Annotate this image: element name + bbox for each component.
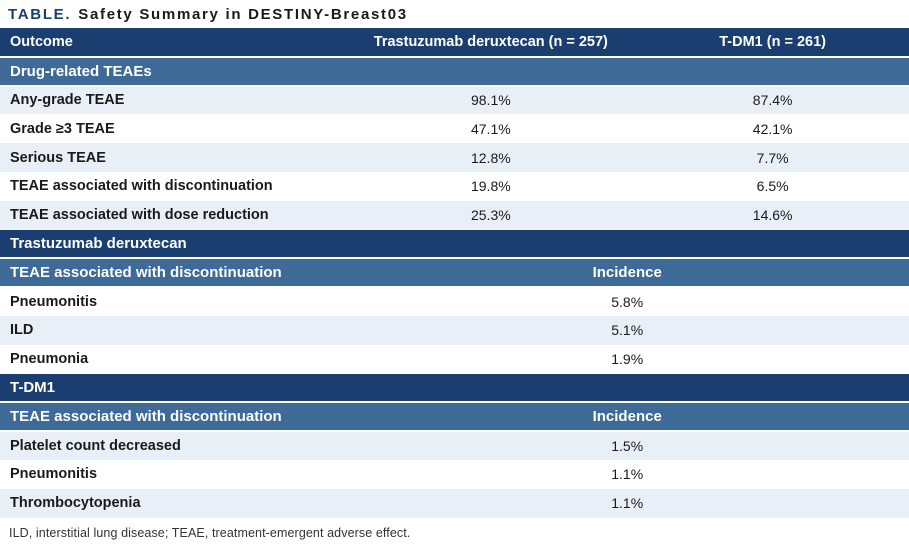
row-label: T-DM1 [0, 373, 909, 404]
subheader-td-discontinuation: TEAE associated with discontinuation Inci… [0, 258, 909, 289]
row-value: 87.4% [636, 85, 909, 115]
row-label: Pneumonitis [0, 459, 346, 489]
row-pneumonia: Pneumonia 1.9% [0, 344, 909, 374]
row-value: 12.8% [345, 143, 637, 172]
section-t-dm1: T-DM1 [0, 373, 909, 404]
row-label: Platelet count decreased [0, 431, 346, 460]
table-title-text: Safety Summary in DESTINY-Breast03 [78, 5, 408, 23]
column-header-row: Outcome Trastuzumab deruxtecan (n = 257)… [0, 28, 909, 58]
row-value: 47.1% [345, 114, 637, 144]
row-teae-dose-reduction: TEAE associated with dose reduction 25.3%… [0, 200, 909, 230]
row-pneumonitis-tdm1: Pneumonitis 1.1% [0, 459, 909, 489]
row-value: 1.1% [345, 459, 909, 489]
footnote: ILD, interstitial lung disease; TEAE, tr… [9, 525, 411, 540]
section-drug-related-teaes: Drug-related TEAEs [0, 56, 909, 87]
table-title-tag: TABLE. [8, 5, 72, 23]
row-value: 14.6% [636, 200, 909, 230]
row-value: 1.1% [345, 488, 909, 518]
row-label: TEAE associated with discontinuation [0, 258, 346, 289]
row-label: TEAE associated with discontinuation [0, 171, 346, 201]
row-ild: ILD 5.1% [0, 315, 909, 345]
row-value: 1.9% [345, 344, 909, 374]
column-header-trastuzumab-deruxtecan: Trastuzumab deruxtecan (n = 257) [345, 28, 637, 58]
safety-summary-table: Outcome Trastuzumab deruxtecan (n = 257)… [0, 28, 909, 518]
row-platelet-count-decreased: Platelet count decreased 1.5% [0, 431, 909, 460]
section-trastuzumab-deruxtecan: Trastuzumab deruxtecan [0, 229, 909, 260]
row-value: Incidence [345, 258, 909, 289]
row-value: 19.8% [345, 171, 637, 201]
row-label: Thrombocytopenia [0, 488, 346, 518]
row-label: Pneumonitis [0, 287, 346, 316]
row-value: 5.1% [345, 315, 909, 345]
row-serious-teae: Serious TEAE 12.8% 7.7% [0, 143, 909, 172]
row-label: Drug-related TEAEs [0, 56, 909, 87]
table-body: Drug-related TEAEs Any-grade TEAE 98.1% 87.… [0, 56, 909, 518]
row-label: Any-grade TEAE [0, 85, 346, 115]
row-thrombocytopenia: Thrombocytopenia 1.1% [0, 488, 909, 518]
row-value: 98.1% [345, 85, 637, 115]
row-label: Pneumonia [0, 344, 346, 374]
row-label: ILD [0, 315, 346, 345]
row-value: 42.1% [636, 114, 909, 144]
column-header-t-dm1: T-DM1 (n = 261) [636, 28, 909, 58]
row-label: Trastuzumab deruxtecan [0, 229, 909, 260]
row-grade-3-teae: Grade ≥3 TEAE 47.1% 42.1% [0, 114, 909, 144]
row-label: Grade ≥3 TEAE [0, 114, 346, 144]
row-teae-discontinuation: TEAE associated with discontinuation 19.8… [0, 171, 909, 201]
row-label: TEAE associated with discontinuation [0, 402, 346, 433]
subheader-tdm1-discontinuation: TEAE associated with discontinuation Inci… [0, 402, 909, 433]
table-title: TABLE. Safety Summary in DESTINY-Breast0… [0, 0, 909, 28]
row-label: Serious TEAE [0, 143, 346, 172]
column-header-outcome: Outcome [0, 28, 346, 58]
row-value: 25.3% [345, 200, 637, 230]
row-value: 1.5% [345, 431, 909, 460]
row-value: 6.5% [636, 171, 909, 201]
row-label: TEAE associated with dose reduction [0, 200, 346, 230]
row-value: 7.7% [636, 143, 909, 172]
row-any-grade-teae: Any-grade TEAE 98.1% 87.4% [0, 85, 909, 115]
row-pneumonitis-td: Pneumonitis 5.8% [0, 287, 909, 316]
row-value: 5.8% [345, 287, 909, 316]
row-value: Incidence [345, 402, 909, 433]
